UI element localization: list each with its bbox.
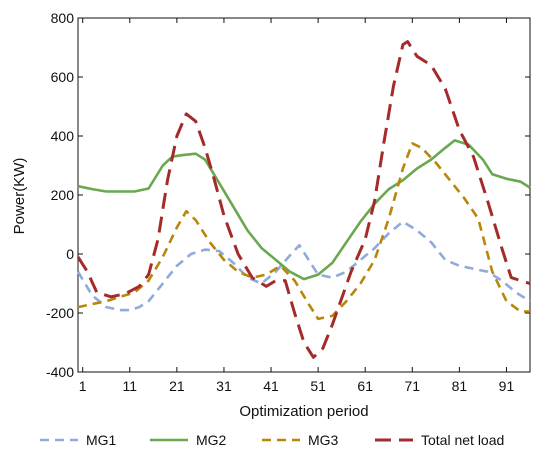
x-tick-label: 51 (310, 378, 326, 394)
x-axis-title: Optimization period (239, 403, 368, 420)
x-tick-label: 11 (123, 378, 138, 394)
legend-label: MG2 (196, 432, 227, 448)
series-layer (76, 40, 531, 359)
legend-label: Total net load (421, 432, 504, 448)
x-tick-label: 71 (405, 378, 421, 394)
y-tick-label: 800 (51, 10, 75, 26)
x-tick-label: 1 (79, 378, 87, 394)
series-line-mg1 (76, 220, 531, 312)
x-tick-label: 31 (216, 378, 232, 394)
y-tick-label: 0 (66, 246, 74, 262)
plot-area (77, 17, 531, 373)
legend-label: MG3 (308, 432, 339, 448)
legend: MG1 MG2 MG3 Total net load (40, 432, 504, 448)
x-tick-label: 91 (499, 378, 515, 394)
legend-label: MG1 (86, 432, 117, 448)
series-line-total-net-load (76, 40, 531, 359)
x-tick-label: 61 (357, 378, 373, 394)
plot-border (77, 17, 531, 373)
y-tick-label: 600 (51, 69, 75, 85)
y-axis: -400 -200 0 200 400 600 800 (46, 10, 530, 380)
x-tick-label: 41 (263, 378, 279, 394)
x-tick-label: 81 (452, 378, 468, 394)
series-line-mg2 (77, 139, 531, 281)
y-tick-label: 400 (51, 128, 75, 144)
y-tick-label: -200 (46, 305, 74, 321)
x-axis: 1 11 21 31 41 51 61 71 81 91 (79, 18, 515, 394)
y-tick-label: 200 (51, 187, 75, 203)
series-line-mg3 (77, 142, 530, 321)
x-tick-label: 21 (169, 378, 185, 394)
y-tick-label: -400 (46, 364, 74, 380)
y-axis-title: Power(KW) (11, 158, 28, 235)
